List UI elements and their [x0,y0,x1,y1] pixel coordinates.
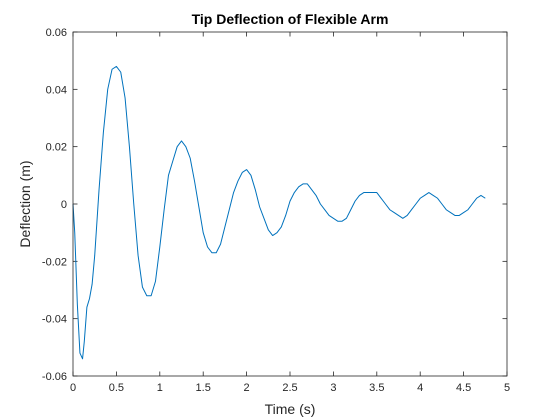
x-tick-label: 4 [417,382,423,394]
x-tick-label: 0 [70,382,76,394]
deflection-series-line [72,65,486,360]
x-tick-label: 3 [330,382,336,394]
x-tick-label: 5 [504,382,510,394]
x-tick-label: 1.5 [196,382,211,394]
y-tick-label: 0.04 [46,84,67,96]
y-axis-label: Deflection (m) [17,160,33,247]
y-tick-label: -0.02 [42,256,67,268]
plot-frame [72,31,508,377]
x-tick-label: 3.5 [369,382,384,394]
chart-title: Tip Deflection of Flexible Arm [192,11,389,27]
x-tick-label: 1 [157,382,163,394]
x-axis-label: Time (s) [265,401,316,417]
y-tick-label: 0 [61,199,67,211]
x-tick-label: 2.5 [282,382,297,394]
y-tick-label: 0.06 [46,27,67,39]
axis-tick-labels: 0 0.5 1 1.5 2 2.5 3 3.5 4 4.5 5 -0.06 -0.04 -0.02 0 0.0… [42,27,510,394]
y-tick-label: -0.04 [42,314,67,326]
plot-area [73,32,507,376]
x-tick-label: 2 [244,382,250,394]
x-tick-label: 4.5 [456,382,471,394]
x-tick-label: 0.5 [109,382,124,394]
y-tick-label: -0.06 [42,371,67,383]
y-tick-label: 0.02 [46,142,67,154]
axis-ticks [72,31,508,377]
